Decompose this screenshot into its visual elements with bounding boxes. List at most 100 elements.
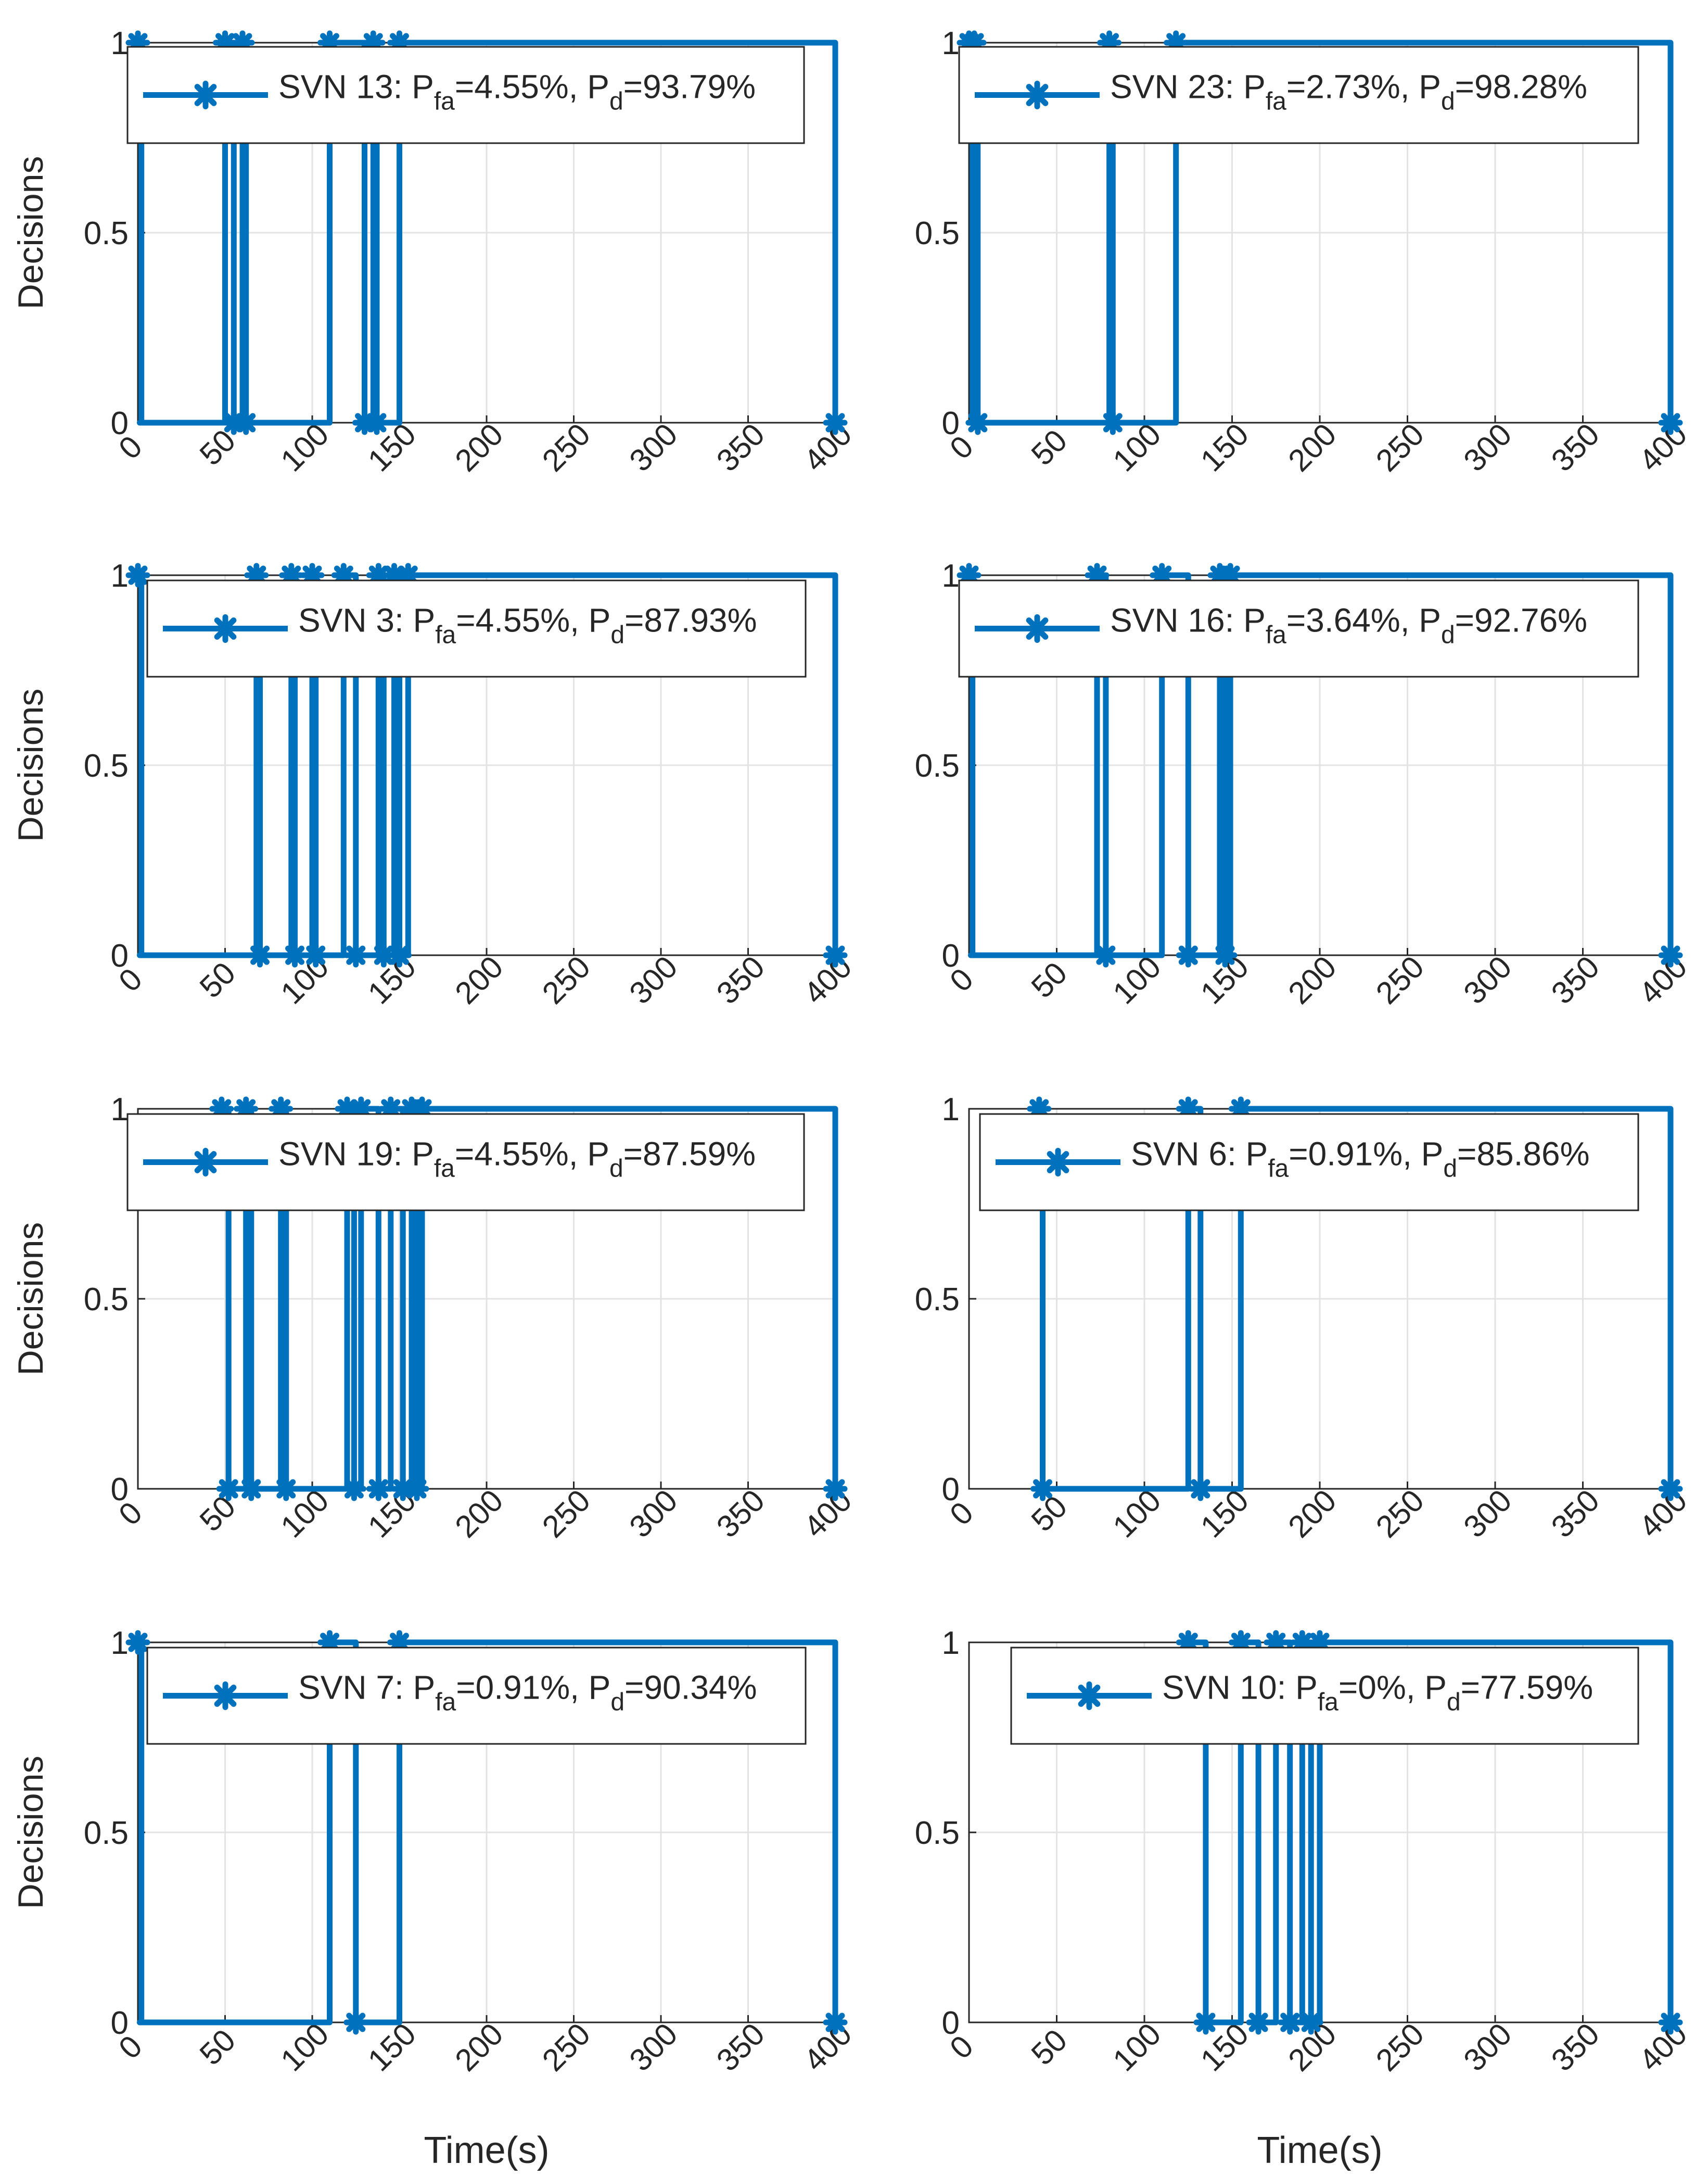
panel-8-ytick-label-0.5: 0.5 [915,1815,960,1851]
panel-5-xtick-label-350: 350 [710,1483,771,1544]
panel-8-markers-seg-4 [1246,2010,1271,2035]
panel-6-series-line [1039,1106,1674,1492]
panel-7-legend-marker [211,1681,240,1710]
panel-6-xtick-label-200: 200 [1281,1483,1343,1544]
panel-5-marker [404,1476,429,1501]
panel-3-markers-seg-1 [125,563,150,588]
panel-4-markers-seg-8 [1213,943,1238,968]
panel-1-marker [364,410,389,435]
panel-5-legend-marker [191,1148,220,1176]
panel-6-ytick-label-0: 0 [942,1472,960,1508]
panel-8-markers-seg-6 [1278,2010,1303,2035]
panel-7-series-line [136,1639,838,2026]
panel-2-legend-text: SVN 23: Pfa=2.73%, Pd=98.28% [1110,68,1587,116]
panel-2-markers-seg-4 [965,410,990,435]
panel-6-legend-text: SVN 6: Pfa=0.91%, Pd=85.86% [1131,1135,1589,1183]
panel-3-legend: SVN 3: Pfa=4.55%, Pd=87.93% [146,579,807,678]
panel-8-xlabel: Time(s) [1257,2130,1382,2171]
panel-1-markers-seg-12 [823,410,848,435]
panel-7-ytick-label-0.5: 0.5 [84,1815,129,1851]
panel-7-legend-text: SVN 7: Pfa=0.91%, Pd=90.34% [298,1669,757,1716]
panel-6-ytick-label-1: 1 [942,1092,960,1128]
panel-3-markers-seg-16 [823,943,848,968]
panel-8-xtick-label-250: 250 [1369,2016,1431,2078]
panel-6-legend: SVN 6: Pfa=0.91%, Pd=85.86% [979,1113,1639,1211]
panel-8-xtick-label-400: 400 [1632,2016,1693,2078]
panel-3-ylabel: Decisions [11,689,50,842]
panel-3-xtick-label-100: 100 [274,949,335,1010]
panel-7-xtick-label-200: 200 [448,2016,509,2078]
panel-8-xtick-label-350: 350 [1545,2016,1606,2078]
panel-1-xtick-label-350: 350 [710,416,771,478]
panel-3-xtick-label-400: 400 [797,949,858,1010]
panel-5-markers-seg-14 [404,1476,429,1501]
panel-4-xtick-label-400: 400 [1632,949,1693,1010]
panel-7-markers-seg-1 [125,1630,150,1655]
panel-1-xtick-label-400: 400 [797,416,858,478]
panel-6-xtick-label-350: 350 [1545,1483,1606,1544]
panel-7-series [125,1630,848,2035]
panel-5-marker [366,1476,391,1501]
panel-1-marker [823,410,848,435]
panel-3-marker [823,943,848,968]
panel-8-xtick-label-300: 300 [1457,2016,1518,2078]
panel-7-xtick-label-250: 250 [536,2016,597,2078]
panel-3-markers-seg-6 [283,943,307,968]
panel-7-xtick-label-100: 100 [274,2016,335,2078]
panel-6-markers-seg-6 [1658,1476,1683,1501]
panel-1-ytick-label-0: 0 [111,406,129,441]
panel-1-xtick-label-300: 300 [622,416,684,478]
panel-5-ytick-label-0: 0 [111,1472,129,1508]
panel-1-xtick-label-100: 100 [274,416,335,478]
panel-5-legend: SVN 19: Pfa=4.55%, Pd=87.59% [126,1113,805,1211]
panel-7-xtick-label-150: 150 [361,2016,423,2078]
panel-3-series [125,563,848,968]
panel-8-markers-seg-8 [1298,2010,1323,2035]
panel-5-ylabel: Decisions [11,1222,50,1376]
panel-3-marker [343,943,368,968]
panel-3-marker [303,943,328,968]
panel-8-markers-seg-10 [1658,2010,1683,2035]
panel-6-ytick-label-0.5: 0.5 [915,1282,960,1318]
panel-2-legend: SVN 23: Pfa=2.73%, Pd=98.28% [958,46,1639,144]
panel-4-markers-seg-10 [1658,943,1683,968]
panel-7-xtick-label-50: 50 [193,2022,243,2072]
panel-2-ytick-label-1: 1 [942,26,960,61]
panel-5-markers-seg-4 [239,1476,264,1501]
panel-2-xtick-label-250: 250 [1369,416,1431,478]
panel-5-xtick-label-200: 200 [448,1483,509,1544]
panel-3-marker [125,563,150,588]
panel-4-ytick-label-1: 1 [942,558,960,594]
panel-4-xtick-label-200: 200 [1281,949,1343,1010]
panel-5-markers-seg-8 [341,1476,366,1501]
panel-7-xlabel: Time(s) [424,2130,549,2171]
panel-6-marker [1030,1476,1055,1501]
panel-8-legend-text: SVN 10: Pfa=0%, Pd=77.59% [1162,1669,1593,1716]
panel-1-xtick-label-200: 200 [448,416,509,478]
panel-4-markers-seg-4 [1093,943,1118,968]
panel-3-marker [248,943,272,968]
panel-6-markers-seg-4 [1188,1476,1213,1501]
panel-3-marker [371,943,396,968]
panel-2-legend-marker [1023,81,1052,109]
panel-2-xtick-label-350: 350 [1545,416,1606,478]
panel-8-xtick-label-100: 100 [1106,2016,1167,2078]
panel-8-markers-seg-2 [1193,2010,1218,2035]
panel-7-legend: SVN 7: Pfa=0.91%, Pd=90.34% [146,1647,807,1745]
panel-8-legend-marker [1075,1681,1104,1710]
panel-8-legend: SVN 10: Pfa=0%, Pd=77.59% [1010,1647,1639,1745]
panel-3-xtick-label-250: 250 [536,949,597,1010]
panel-8-marker [1298,2010,1323,2035]
panel-8-marker [1278,2010,1303,2035]
panel-5-marker [274,1476,299,1501]
panel-1-markers-seg-6 [234,410,259,435]
panel-6-xtick-label-250: 250 [1369,1483,1431,1544]
panel-5-ytick-label-1: 1 [111,1092,129,1128]
panel-5-markers-seg-6 [274,1476,299,1501]
panel-7-ylabel: Decisions [11,1756,50,1909]
panel-5-markers-seg-10 [366,1476,391,1501]
panel-7-ytick-label-1: 1 [111,1625,129,1661]
